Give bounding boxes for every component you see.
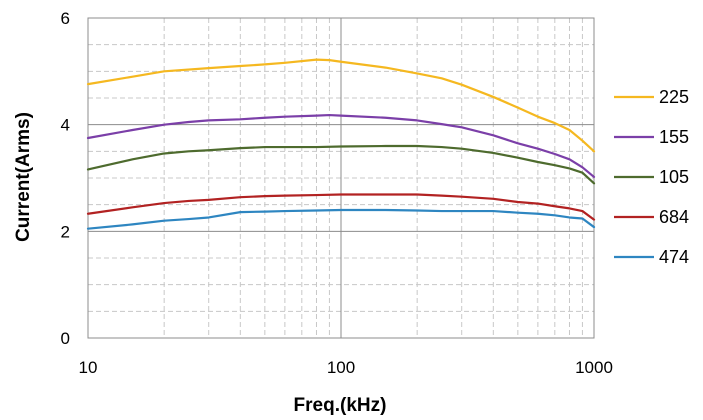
- legend-item-105: 105: [614, 167, 689, 187]
- legend-item-155: 155: [614, 127, 689, 147]
- x-axis-title: Freq.(kHz): [294, 395, 387, 416]
- grid-layer: [88, 18, 594, 338]
- legend-item-474: 474: [614, 247, 689, 267]
- y-tick-label: 6: [61, 9, 70, 28]
- legend-label: 225: [659, 87, 689, 107]
- x-tick-label: 10: [79, 358, 98, 377]
- y-tick-label: 2: [61, 222, 70, 241]
- x-tick-label: 100: [327, 358, 355, 377]
- y-tick-label: 0: [61, 329, 70, 348]
- legend: 225 155 105 684 474: [614, 87, 689, 267]
- legend-item-684: 684: [614, 207, 689, 227]
- legend-label: 684: [659, 207, 689, 227]
- legend-label: 155: [659, 127, 689, 147]
- legend-item-225: 225: [614, 87, 689, 107]
- y-tick-label: 4: [61, 116, 70, 135]
- tick-labels: 0 2 4 6 10 100 1000: [61, 9, 613, 377]
- legend-label: 105: [659, 167, 689, 187]
- y-axis-title: Current(Arms): [13, 112, 34, 242]
- legend-label: 474: [659, 247, 689, 267]
- x-tick-label: 1000: [575, 358, 613, 377]
